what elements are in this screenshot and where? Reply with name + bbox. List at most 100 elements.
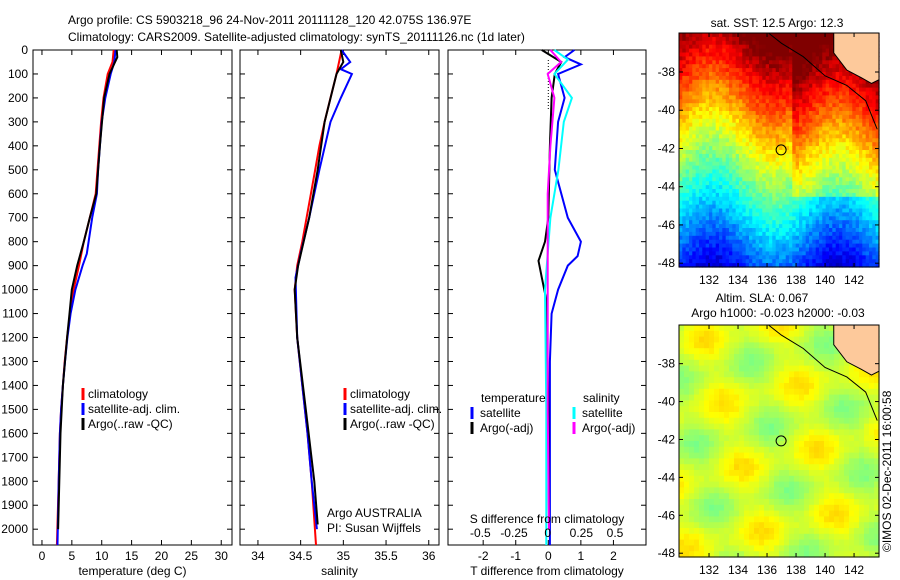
map-cell <box>682 103 687 108</box>
map-cell <box>695 216 700 221</box>
map-cell <box>759 134 763 139</box>
map-cell <box>845 134 850 139</box>
map-cell <box>809 122 813 128</box>
map-cell <box>684 446 690 454</box>
map-cell <box>812 165 817 171</box>
map-cell <box>795 247 800 252</box>
map-cell <box>769 111 773 116</box>
map-cell <box>805 169 810 174</box>
map-cell <box>839 122 843 128</box>
map-cell <box>702 52 707 57</box>
map-cell <box>775 134 780 139</box>
map-cell <box>695 161 700 167</box>
map-cell <box>744 348 750 355</box>
map-cell <box>789 40 793 46</box>
map-cell <box>804 528 810 535</box>
map-cell <box>749 470 755 477</box>
map-cell <box>805 64 810 69</box>
map-cell <box>875 83 880 89</box>
map-cell <box>802 118 807 124</box>
map-cell <box>789 111 793 116</box>
map-cell <box>685 204 690 210</box>
map-cell <box>682 122 687 128</box>
map-cell <box>709 539 715 546</box>
map-cell <box>722 48 727 54</box>
map-cell <box>872 204 877 210</box>
map-cell <box>684 348 690 355</box>
map-cell <box>842 68 847 73</box>
map-cell <box>755 68 760 73</box>
map-cell <box>759 255 763 260</box>
map-cell <box>729 342 735 349</box>
map-cell <box>752 161 757 167</box>
map-cell <box>734 493 740 500</box>
map-cell <box>862 107 867 112</box>
map-cell <box>729 259 733 264</box>
map-cell <box>729 40 733 46</box>
map-cell <box>852 103 857 108</box>
map-cell <box>802 60 807 65</box>
map-cell <box>699 371 705 378</box>
map-cell <box>852 177 857 182</box>
map-cell <box>694 551 700 558</box>
map-cell <box>872 208 877 213</box>
map-cell <box>765 235 770 241</box>
map-cell <box>745 79 750 85</box>
map-cell <box>804 429 810 436</box>
map-cell <box>685 224 690 229</box>
map-cell <box>832 79 837 85</box>
map-cell <box>789 499 795 506</box>
map-cell <box>722 243 727 249</box>
map-cell <box>704 365 710 372</box>
map-cell <box>755 259 760 264</box>
map-cell <box>709 208 713 213</box>
map-cell <box>852 122 857 128</box>
map-cell <box>744 522 750 529</box>
map-cell <box>739 192 743 198</box>
map-cell <box>799 330 805 338</box>
map-cell <box>815 216 820 221</box>
map-cell <box>759 161 763 167</box>
map-cell <box>859 153 863 159</box>
map-cell <box>789 224 793 229</box>
map-cell <box>682 204 687 210</box>
map-cell <box>792 118 797 124</box>
map-cell <box>715 134 720 139</box>
map-cell <box>719 493 725 500</box>
map-cell <box>779 68 783 73</box>
map-cell <box>722 83 727 89</box>
map-cell <box>765 134 770 139</box>
map-cell <box>712 107 717 112</box>
map-cell <box>875 212 880 217</box>
map-cell <box>839 224 843 229</box>
map-cell <box>799 99 803 104</box>
map-cell <box>872 157 877 163</box>
map-cell <box>724 412 730 419</box>
map-cell <box>852 251 857 256</box>
map-cell <box>819 173 823 178</box>
map-cell <box>869 239 873 245</box>
map-cell <box>729 371 735 378</box>
map-cell <box>829 216 833 221</box>
map-cell <box>842 79 847 85</box>
map-cell <box>812 204 817 210</box>
map-cell <box>769 173 773 178</box>
map-cell <box>749 56 753 61</box>
map-cell <box>789 189 793 194</box>
map-cell <box>739 452 745 459</box>
map-cell <box>832 212 837 217</box>
map-cell <box>829 114 833 120</box>
map-cell <box>835 72 840 77</box>
map-cell <box>719 138 723 143</box>
map-cell <box>755 146 760 151</box>
map-cell <box>755 189 760 194</box>
map-cell <box>719 354 725 361</box>
map-cell <box>745 204 750 210</box>
map-cell <box>799 56 803 61</box>
map-cell <box>744 325 750 332</box>
map-cell <box>792 138 797 143</box>
map-cell <box>784 336 790 343</box>
map-cell <box>689 412 695 419</box>
map-cell <box>805 83 810 89</box>
map-sst <box>678 32 880 268</box>
